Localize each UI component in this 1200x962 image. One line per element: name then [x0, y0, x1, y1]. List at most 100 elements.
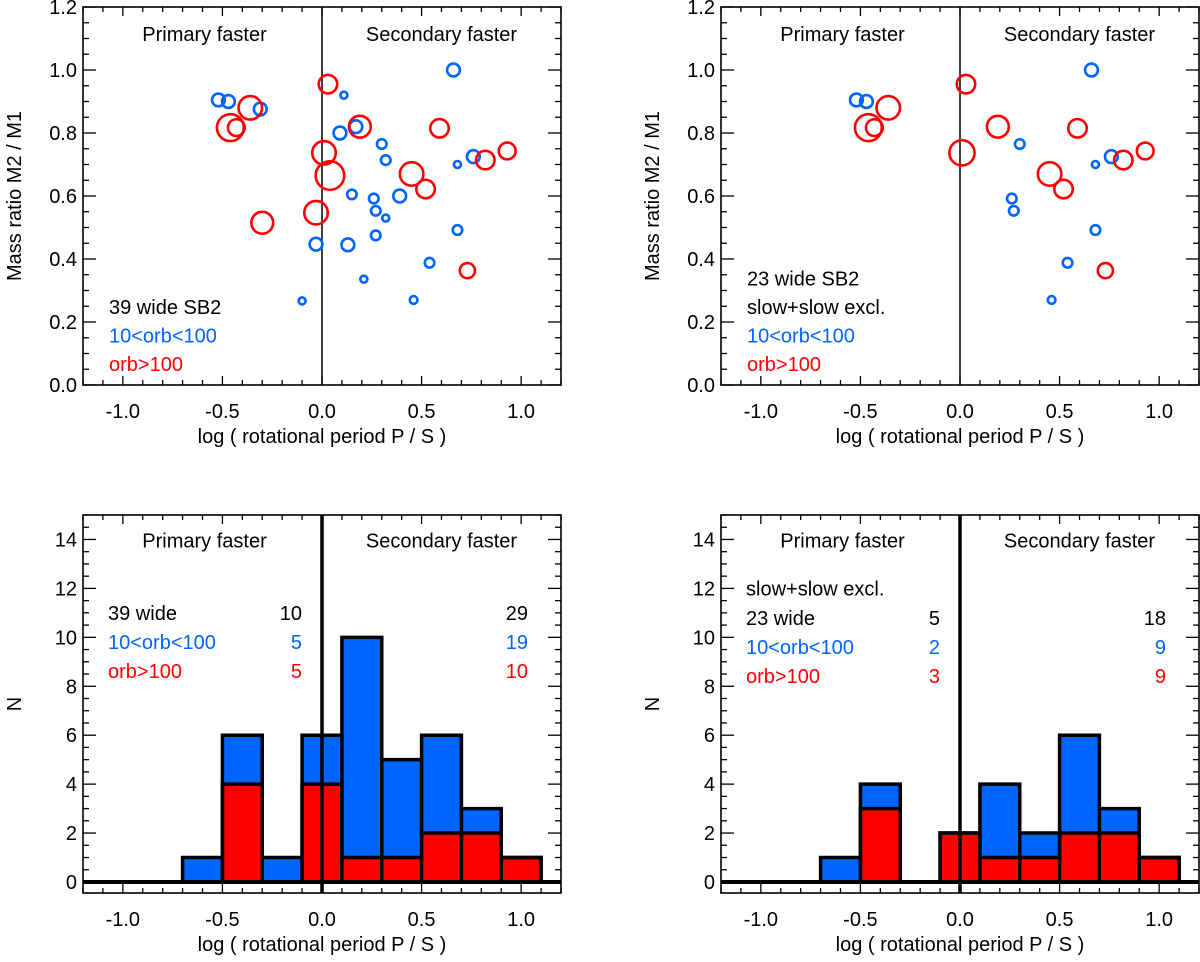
region-label-primary-faster: Primary faster — [142, 24, 267, 46]
hist-bar-red — [860, 808, 901, 882]
point-orb-10-100 — [348, 118, 364, 135]
x-tick-label: -1.0 — [744, 401, 778, 423]
panel-scatter-excl: -1.0 -0.5 0.0 0.5 1.0 0.0 0.2 0.4 0.6 0.8 1.0 1.2 lo… — [642, 0, 1200, 448]
point-orb-gt-100 — [226, 117, 247, 138]
point-orb-10-100 — [858, 93, 875, 110]
y-tick-label: 1.2 — [49, 0, 77, 19]
region-label-secondary-faster: Secondary faster — [366, 24, 518, 46]
counts-label: orb>100 — [746, 666, 820, 688]
point-orb-gt-100 — [1135, 141, 1155, 161]
point-orb-10-100 — [1089, 223, 1102, 237]
x-tick-label: 1.0 — [507, 909, 535, 931]
x-axis-label: log ( rotational period P / S ) — [836, 934, 1085, 956]
y-axis-label: N — [4, 697, 26, 711]
y-tick-label: 1.2 — [687, 0, 715, 19]
point-orb-10-100 — [210, 92, 227, 108]
y-tick-label: 0.2 — [49, 312, 77, 334]
x-axis-label: log ( rotational period P / S ) — [836, 426, 1085, 448]
histogram-bars — [818, 733, 1181, 884]
x-tick-label: -1.0 — [106, 909, 140, 931]
region-label-primary-faster: Primary faster — [780, 24, 905, 46]
point-orb-10-100 — [1103, 148, 1120, 165]
x-axis-label: log ( rotational period P / S ) — [198, 934, 447, 956]
point-orb-gt-100 — [497, 141, 517, 161]
y-axis-label: Mass ratio M2 / M1 — [4, 111, 26, 281]
hist-bar-red — [1019, 857, 1060, 882]
x-tick-label: 0.0 — [946, 401, 974, 423]
y-tick-label: 10 — [55, 627, 77, 649]
legend-entry: 10<orb<100 — [747, 326, 855, 348]
point-orb-10-100 — [339, 90, 349, 100]
counts-label: orb>100 — [108, 661, 182, 683]
point-orb-10-100 — [451, 223, 464, 237]
point-orb-10-100 — [220, 93, 237, 110]
y-tick-label: 0.4 — [687, 249, 715, 271]
y-tick-label: 0.4 — [49, 249, 77, 271]
point-orb-10-100 — [452, 159, 463, 170]
region-label-secondary-faster: Secondary faster — [1004, 530, 1156, 552]
point-orb-gt-100 — [458, 261, 477, 280]
hist-outline-total — [818, 733, 1181, 884]
point-orb-10-100 — [445, 62, 462, 78]
hist-bar-red — [381, 857, 422, 882]
point-orb-gt-100 — [302, 199, 330, 226]
y-tick-label: 0.2 — [687, 312, 715, 334]
x-tick-label: 0.5 — [1046, 401, 1074, 423]
y-tick-label: 0 — [66, 872, 77, 894]
y-tick-label: 6 — [66, 725, 77, 747]
count-primary-faster: 5 — [291, 632, 302, 654]
hist-bar-red — [222, 784, 263, 882]
panel-scatter-all: -1.0 -0.5 0.0 0.5 1.0 0.0 0.2 0.4 0.6 0.8 1.0 1.2 lo… — [4, 0, 562, 448]
point-orb-gt-100 — [985, 114, 1011, 139]
y-tick-label: 1.0 — [49, 60, 77, 82]
point-orb-gt-100 — [1036, 160, 1063, 188]
count-secondary-faster: 9 — [1155, 666, 1166, 688]
x-tick-label: 0.5 — [408, 909, 436, 931]
point-orb-gt-100 — [1066, 117, 1089, 139]
point-orb-gt-100 — [415, 178, 437, 200]
point-orb-10-100 — [375, 137, 388, 151]
point-orb-10-100 — [1090, 159, 1101, 170]
point-orb-10-100 — [423, 256, 436, 269]
hist-bar-red — [1139, 857, 1180, 882]
y-tick-label: 12 — [693, 578, 715, 600]
point-orb-gt-100 — [875, 94, 902, 121]
count-secondary-faster: 19 — [506, 632, 528, 654]
y-tick-label: 14 — [693, 529, 715, 551]
x-tick-label: -0.5 — [843, 401, 877, 423]
counts-label: 10<orb<100 — [746, 637, 854, 659]
point-orb-gt-100 — [474, 149, 496, 171]
count-secondary-faster: 10 — [506, 661, 528, 683]
point-orb-10-100 — [391, 188, 408, 204]
legend-entry: orb>100 — [109, 354, 183, 376]
x-tick-label: -0.5 — [205, 401, 239, 423]
point-orb-10-100 — [367, 192, 380, 205]
scatter-points — [210, 62, 517, 306]
scatter-points — [848, 62, 1155, 306]
hist-bar-red — [501, 857, 542, 882]
hist-bar-red — [421, 833, 462, 882]
count-secondary-faster: 9 — [1155, 637, 1166, 659]
point-orb-10-100 — [297, 296, 307, 306]
point-orb-gt-100 — [314, 159, 346, 192]
point-orb-10-100 — [1007, 204, 1020, 217]
point-orb-gt-100 — [250, 210, 275, 235]
y-tick-label: 0.8 — [687, 123, 715, 145]
point-orb-10-100 — [465, 148, 482, 165]
point-orb-gt-100 — [215, 112, 246, 143]
y-tick-label: 0.8 — [49, 123, 77, 145]
x-tick-label: 0.0 — [308, 909, 336, 931]
point-orb-10-100 — [1061, 256, 1074, 269]
legend-entry: 23 wide SB2 — [747, 269, 859, 291]
legend-entry: 39 wide SB2 — [109, 297, 221, 319]
point-orb-10-100 — [1046, 294, 1057, 306]
x-tick-label: -0.5 — [205, 909, 239, 931]
y-tick-label: 2 — [66, 823, 77, 845]
point-orb-gt-100 — [398, 160, 425, 188]
point-orb-gt-100 — [955, 73, 977, 95]
y-tick-label: 0.6 — [687, 186, 715, 208]
y-tick-label: 6 — [704, 725, 715, 747]
hist-bar-blue — [820, 857, 861, 882]
y-tick-label: 14 — [55, 529, 77, 551]
